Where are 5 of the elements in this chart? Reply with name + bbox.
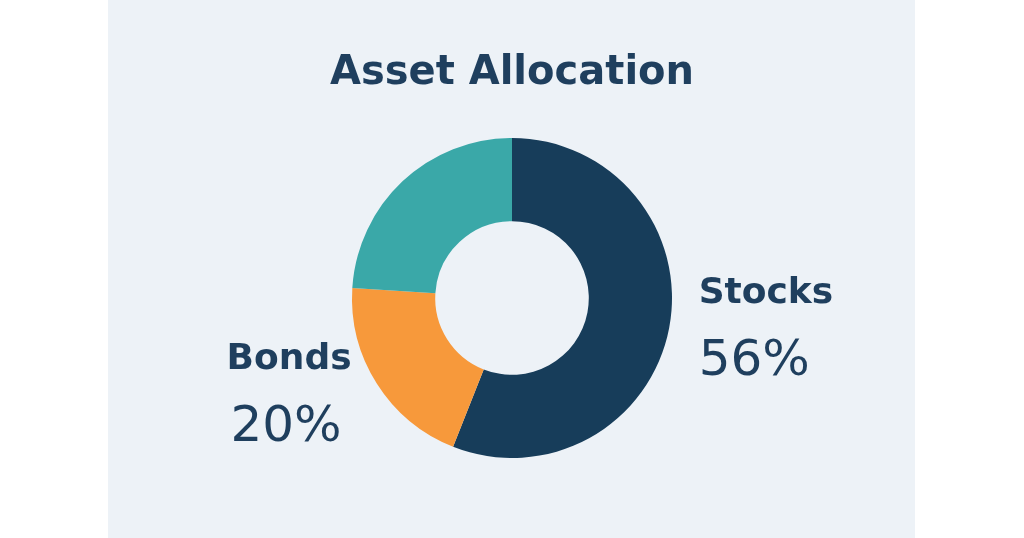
chart-title: Asset Allocation — [329, 47, 695, 94]
slice-label: Bonds — [226, 336, 352, 378]
slice-label: Stocks — [698, 269, 834, 311]
data-label: 56% — [698, 328, 810, 387]
data-label: 20% — [230, 394, 342, 453]
